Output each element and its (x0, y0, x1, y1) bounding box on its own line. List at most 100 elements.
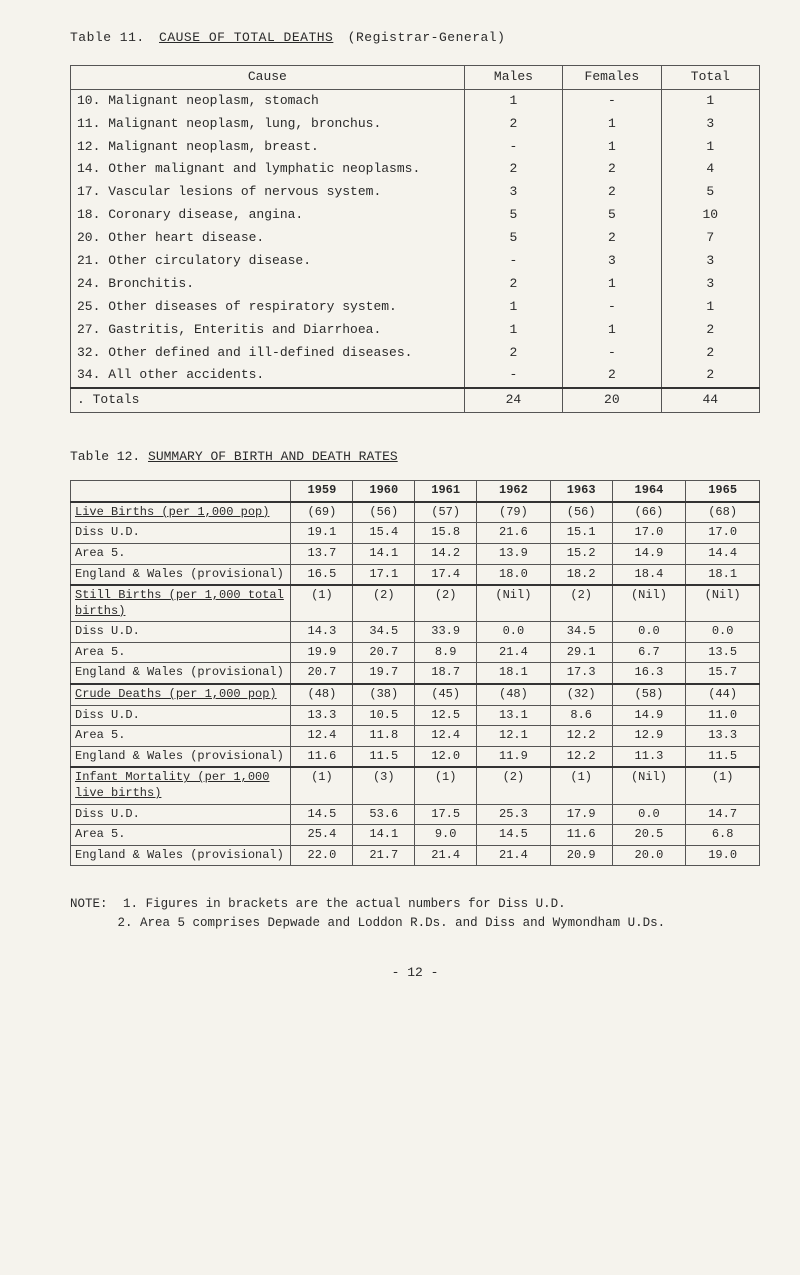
row-label: England & Wales (provisional) (71, 746, 291, 767)
value-cell: 11.6 (550, 825, 612, 846)
table-row: Diss U.D.13.310.512.513.18.614.911.0 (71, 705, 760, 726)
value-cell: 15.8 (415, 523, 477, 544)
table-row: Infant Mortality (per 1,000 live births)… (71, 767, 760, 804)
value-cell: - (464, 250, 562, 273)
note-2-text: Area 5 comprises Depwade and Loddon R.Ds… (140, 916, 665, 930)
table-12: 1959 1960 1961 1962 1963 1964 1965 Live … (70, 480, 760, 866)
value-cell: 13.1 (477, 705, 551, 726)
value-cell: 1 (563, 136, 661, 159)
table-row: 34. All other accidents.-22 (71, 364, 760, 388)
value-cell: 11.5 (686, 746, 760, 767)
value-cell: 11.9 (477, 746, 551, 767)
row-label: Diss U.D. (71, 705, 291, 726)
value-cell: 2 (563, 227, 661, 250)
value-cell: 1 (464, 296, 562, 319)
value-cell: 2 (563, 158, 661, 181)
col-1959: 1959 (291, 481, 353, 502)
col-1960: 1960 (353, 481, 415, 502)
value-cell: 21.6 (477, 523, 551, 544)
table-12-title: Table 12. SUMMARY OF BIRTH AND DEATH RAT… (70, 449, 760, 466)
table-12-header-row: 1959 1960 1961 1962 1963 1964 1965 (71, 481, 760, 502)
row-label: Live Births (per 1,000 pop) (71, 502, 291, 523)
table-row: 12. Malignant neoplasm, breast.-11 (71, 136, 760, 159)
note-label: NOTE: (70, 897, 108, 911)
value-cell: 20.9 (550, 845, 612, 866)
value-cell: (48) (291, 684, 353, 705)
table-row: 10. Malignant neoplasm, stomach1-1 (71, 89, 760, 112)
value-cell: 11.3 (612, 746, 686, 767)
table-row: Crude Deaths (per 1,000 pop)(48)(38)(45)… (71, 684, 760, 705)
value-cell: 5 (464, 227, 562, 250)
value-cell: 29.1 (550, 642, 612, 663)
col-1962: 1962 (477, 481, 551, 502)
value-cell: 19.9 (291, 642, 353, 663)
value-cell: 10 (661, 204, 759, 227)
value-cell: 14.1 (353, 543, 415, 564)
value-cell: 20.7 (353, 642, 415, 663)
value-cell: 0.0 (686, 622, 760, 643)
value-cell: 12.4 (415, 726, 477, 747)
value-cell: 20.5 (612, 825, 686, 846)
value-cell: 8.6 (550, 705, 612, 726)
page-number: - 12 - (70, 965, 760, 982)
value-cell: 1 (563, 319, 661, 342)
value-cell: 21.4 (415, 845, 477, 866)
value-cell: 18.0 (477, 564, 551, 585)
value-cell: 2 (464, 342, 562, 365)
value-cell: (69) (291, 502, 353, 523)
value-cell: 1 (661, 296, 759, 319)
value-cell: (Nil) (477, 585, 551, 622)
col-males: Males (464, 65, 562, 89)
value-cell: 2 (661, 364, 759, 388)
value-cell: 18.1 (477, 663, 551, 684)
cause-cell: 10. Malignant neoplasm, stomach (71, 89, 465, 112)
value-cell: 53.6 (353, 804, 415, 825)
table-row: 18. Coronary disease, angina.5510 (71, 204, 760, 227)
col-1963: 1963 (550, 481, 612, 502)
row-label: England & Wales (provisional) (71, 564, 291, 585)
value-cell: 2 (661, 319, 759, 342)
row-label: Area 5. (71, 642, 291, 663)
value-cell: (3) (353, 767, 415, 804)
col-1961: 1961 (415, 481, 477, 502)
value-cell: 21.4 (477, 642, 551, 663)
row-label: Area 5. (71, 726, 291, 747)
table-row: 32. Other defined and ill-defined diseas… (71, 342, 760, 365)
value-cell: (48) (477, 684, 551, 705)
value-cell: - (464, 364, 562, 388)
value-cell: 25.3 (477, 804, 551, 825)
value-cell: 15.1 (550, 523, 612, 544)
table-row: 14. Other malignant and lymphatic neopla… (71, 158, 760, 181)
value-cell: 1 (464, 89, 562, 112)
table-row: Area 5.12.411.812.412.112.212.913.3 (71, 726, 760, 747)
value-cell: 18.2 (550, 564, 612, 585)
table-12-label: SUMMARY OF BIRTH AND DEATH RATES (148, 449, 398, 464)
value-cell: 16.5 (291, 564, 353, 585)
value-cell: (1) (415, 767, 477, 804)
value-cell: 34.5 (550, 622, 612, 643)
value-cell: 13.3 (686, 726, 760, 747)
value-cell: 25.4 (291, 825, 353, 846)
table-row: Diss U.D.14.553.617.525.317.90.014.7 (71, 804, 760, 825)
value-cell: 14.5 (291, 804, 353, 825)
value-cell: (56) (353, 502, 415, 523)
table-row: Area 5.19.920.78.921.429.16.713.5 (71, 642, 760, 663)
table-row: Diss U.D.14.334.533.90.034.50.00.0 (71, 622, 760, 643)
value-cell: 14.9 (612, 705, 686, 726)
value-cell: 3 (661, 273, 759, 296)
col-1965: 1965 (686, 481, 760, 502)
value-cell: 12.0 (415, 746, 477, 767)
value-cell: (44) (686, 684, 760, 705)
value-cell: 13.3 (291, 705, 353, 726)
value-cell: 11.0 (686, 705, 760, 726)
value-cell: 14.3 (291, 622, 353, 643)
value-cell: 19.7 (353, 663, 415, 684)
row-label: England & Wales (provisional) (71, 663, 291, 684)
value-cell: 5 (661, 181, 759, 204)
cause-cell: 17. Vascular lesions of nervous system. (71, 181, 465, 204)
value-cell: 15.2 (550, 543, 612, 564)
table-11-pre: Table 11. (70, 30, 145, 45)
value-cell: 1 (563, 273, 661, 296)
value-cell: 12.4 (291, 726, 353, 747)
row-label: England & Wales (provisional) (71, 845, 291, 866)
